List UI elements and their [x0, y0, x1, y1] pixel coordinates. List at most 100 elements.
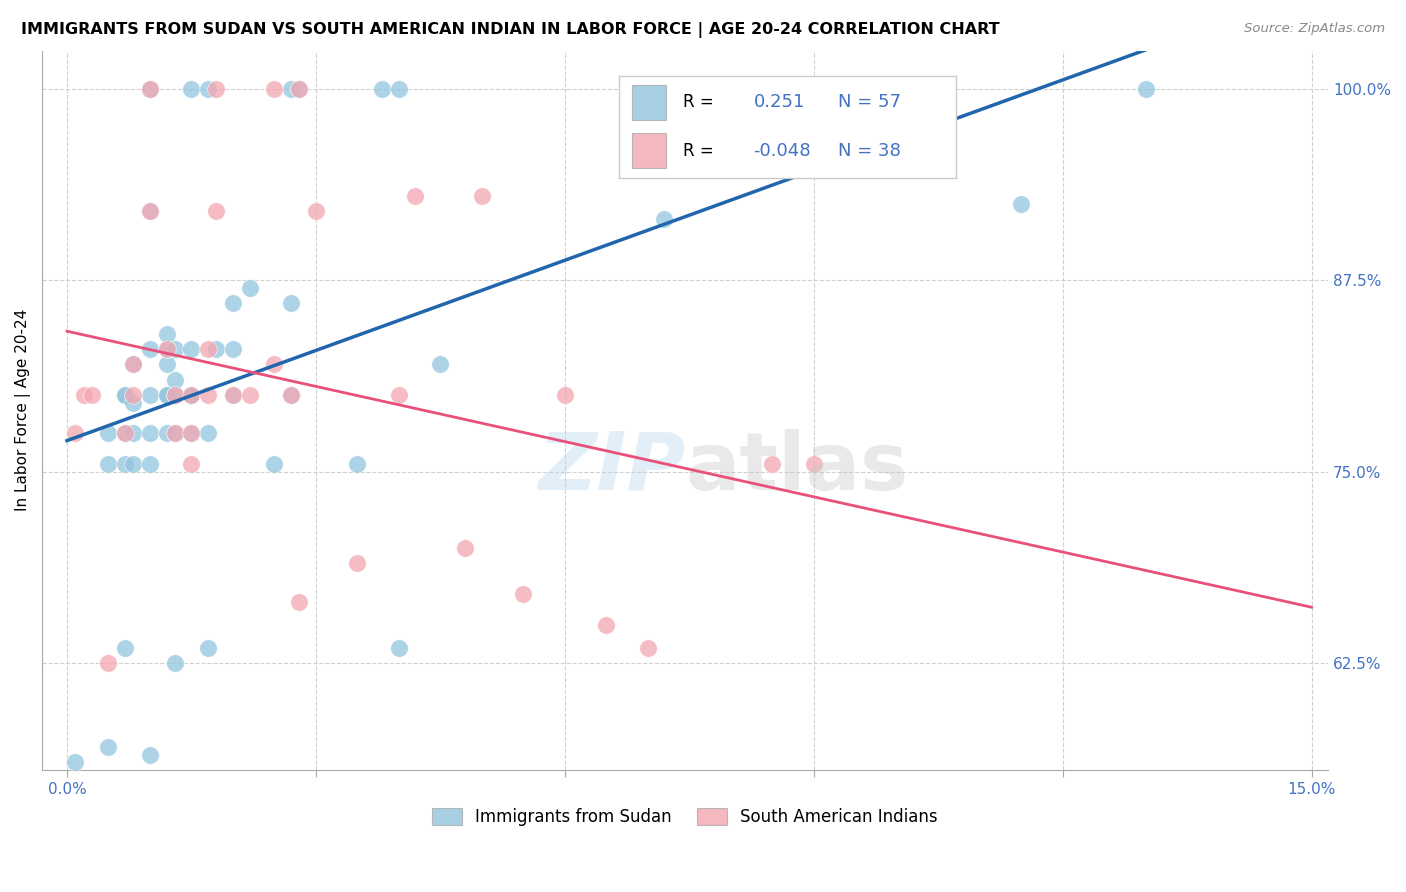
- Point: [139, 342, 162, 356]
- Point: [163, 388, 186, 402]
- Point: [122, 457, 145, 471]
- Point: [222, 388, 245, 402]
- Point: [280, 388, 302, 402]
- Point: [155, 358, 177, 372]
- Point: [65, 756, 87, 770]
- Point: [288, 594, 311, 608]
- Point: [122, 358, 145, 372]
- Point: [512, 587, 534, 601]
- Point: [155, 388, 177, 402]
- Point: [263, 82, 285, 96]
- Point: [388, 82, 411, 96]
- Point: [1135, 82, 1157, 96]
- Point: [139, 457, 162, 471]
- Point: [122, 395, 145, 409]
- Point: [238, 388, 260, 402]
- Point: [163, 388, 186, 402]
- Point: [97, 426, 120, 441]
- Point: [114, 388, 136, 402]
- Point: [346, 457, 368, 471]
- Text: 0.251: 0.251: [754, 94, 806, 112]
- Point: [197, 388, 219, 402]
- Legend: Immigrants from Sudan, South American Indians: Immigrants from Sudan, South American In…: [432, 808, 938, 826]
- FancyBboxPatch shape: [633, 133, 666, 168]
- Point: [97, 739, 120, 754]
- Point: [155, 342, 177, 356]
- Point: [163, 342, 186, 356]
- Point: [1010, 196, 1032, 211]
- Point: [163, 426, 186, 441]
- Point: [288, 82, 311, 96]
- Point: [429, 358, 451, 372]
- Point: [114, 426, 136, 441]
- Point: [180, 388, 202, 402]
- Point: [114, 388, 136, 402]
- Point: [205, 342, 228, 356]
- Point: [122, 358, 145, 372]
- Point: [114, 640, 136, 655]
- Text: Source: ZipAtlas.com: Source: ZipAtlas.com: [1244, 22, 1385, 36]
- FancyBboxPatch shape: [633, 85, 666, 120]
- Point: [65, 426, 87, 441]
- Text: R =: R =: [683, 142, 713, 160]
- Point: [139, 82, 162, 96]
- Point: [371, 82, 394, 96]
- Text: -0.048: -0.048: [754, 142, 811, 160]
- Point: [155, 326, 177, 341]
- Point: [471, 189, 494, 203]
- Text: N = 57: N = 57: [838, 94, 901, 112]
- Point: [139, 204, 162, 219]
- Point: [97, 656, 120, 670]
- Point: [654, 212, 676, 227]
- Point: [263, 358, 285, 372]
- Point: [280, 82, 302, 96]
- Point: [180, 342, 202, 356]
- Point: [197, 640, 219, 655]
- Point: [205, 204, 228, 219]
- Point: [180, 388, 202, 402]
- Point: [637, 640, 659, 655]
- Point: [163, 373, 186, 387]
- Point: [280, 388, 302, 402]
- Point: [405, 189, 427, 203]
- Point: [180, 82, 202, 96]
- Point: [155, 342, 177, 356]
- Text: atlas: atlas: [685, 429, 908, 507]
- Point: [139, 747, 162, 762]
- Point: [222, 388, 245, 402]
- Point: [139, 82, 162, 96]
- Point: [139, 388, 162, 402]
- Point: [454, 541, 477, 555]
- Text: IMMIGRANTS FROM SUDAN VS SOUTH AMERICAN INDIAN IN LABOR FORCE | AGE 20-24 CORREL: IMMIGRANTS FROM SUDAN VS SOUTH AMERICAN …: [21, 22, 1000, 38]
- Point: [205, 82, 228, 96]
- Point: [163, 656, 186, 670]
- Point: [197, 82, 219, 96]
- Point: [114, 457, 136, 471]
- Y-axis label: In Labor Force | Age 20-24: In Labor Force | Age 20-24: [15, 310, 31, 511]
- Point: [114, 426, 136, 441]
- Point: [80, 388, 103, 402]
- Point: [595, 617, 617, 632]
- Text: N = 38: N = 38: [838, 142, 901, 160]
- Point: [288, 82, 311, 96]
- Point: [554, 388, 576, 402]
- Point: [761, 457, 783, 471]
- Point: [197, 342, 219, 356]
- Point: [388, 388, 411, 402]
- Point: [197, 426, 219, 441]
- Point: [180, 388, 202, 402]
- Point: [222, 342, 245, 356]
- Point: [122, 388, 145, 402]
- Point: [803, 457, 825, 471]
- Point: [72, 388, 94, 402]
- Point: [139, 426, 162, 441]
- Point: [163, 426, 186, 441]
- Point: [155, 426, 177, 441]
- Point: [139, 204, 162, 219]
- Text: R =: R =: [683, 94, 713, 112]
- Point: [305, 204, 328, 219]
- Point: [180, 457, 202, 471]
- Point: [346, 557, 368, 571]
- Point: [122, 426, 145, 441]
- Point: [238, 281, 260, 295]
